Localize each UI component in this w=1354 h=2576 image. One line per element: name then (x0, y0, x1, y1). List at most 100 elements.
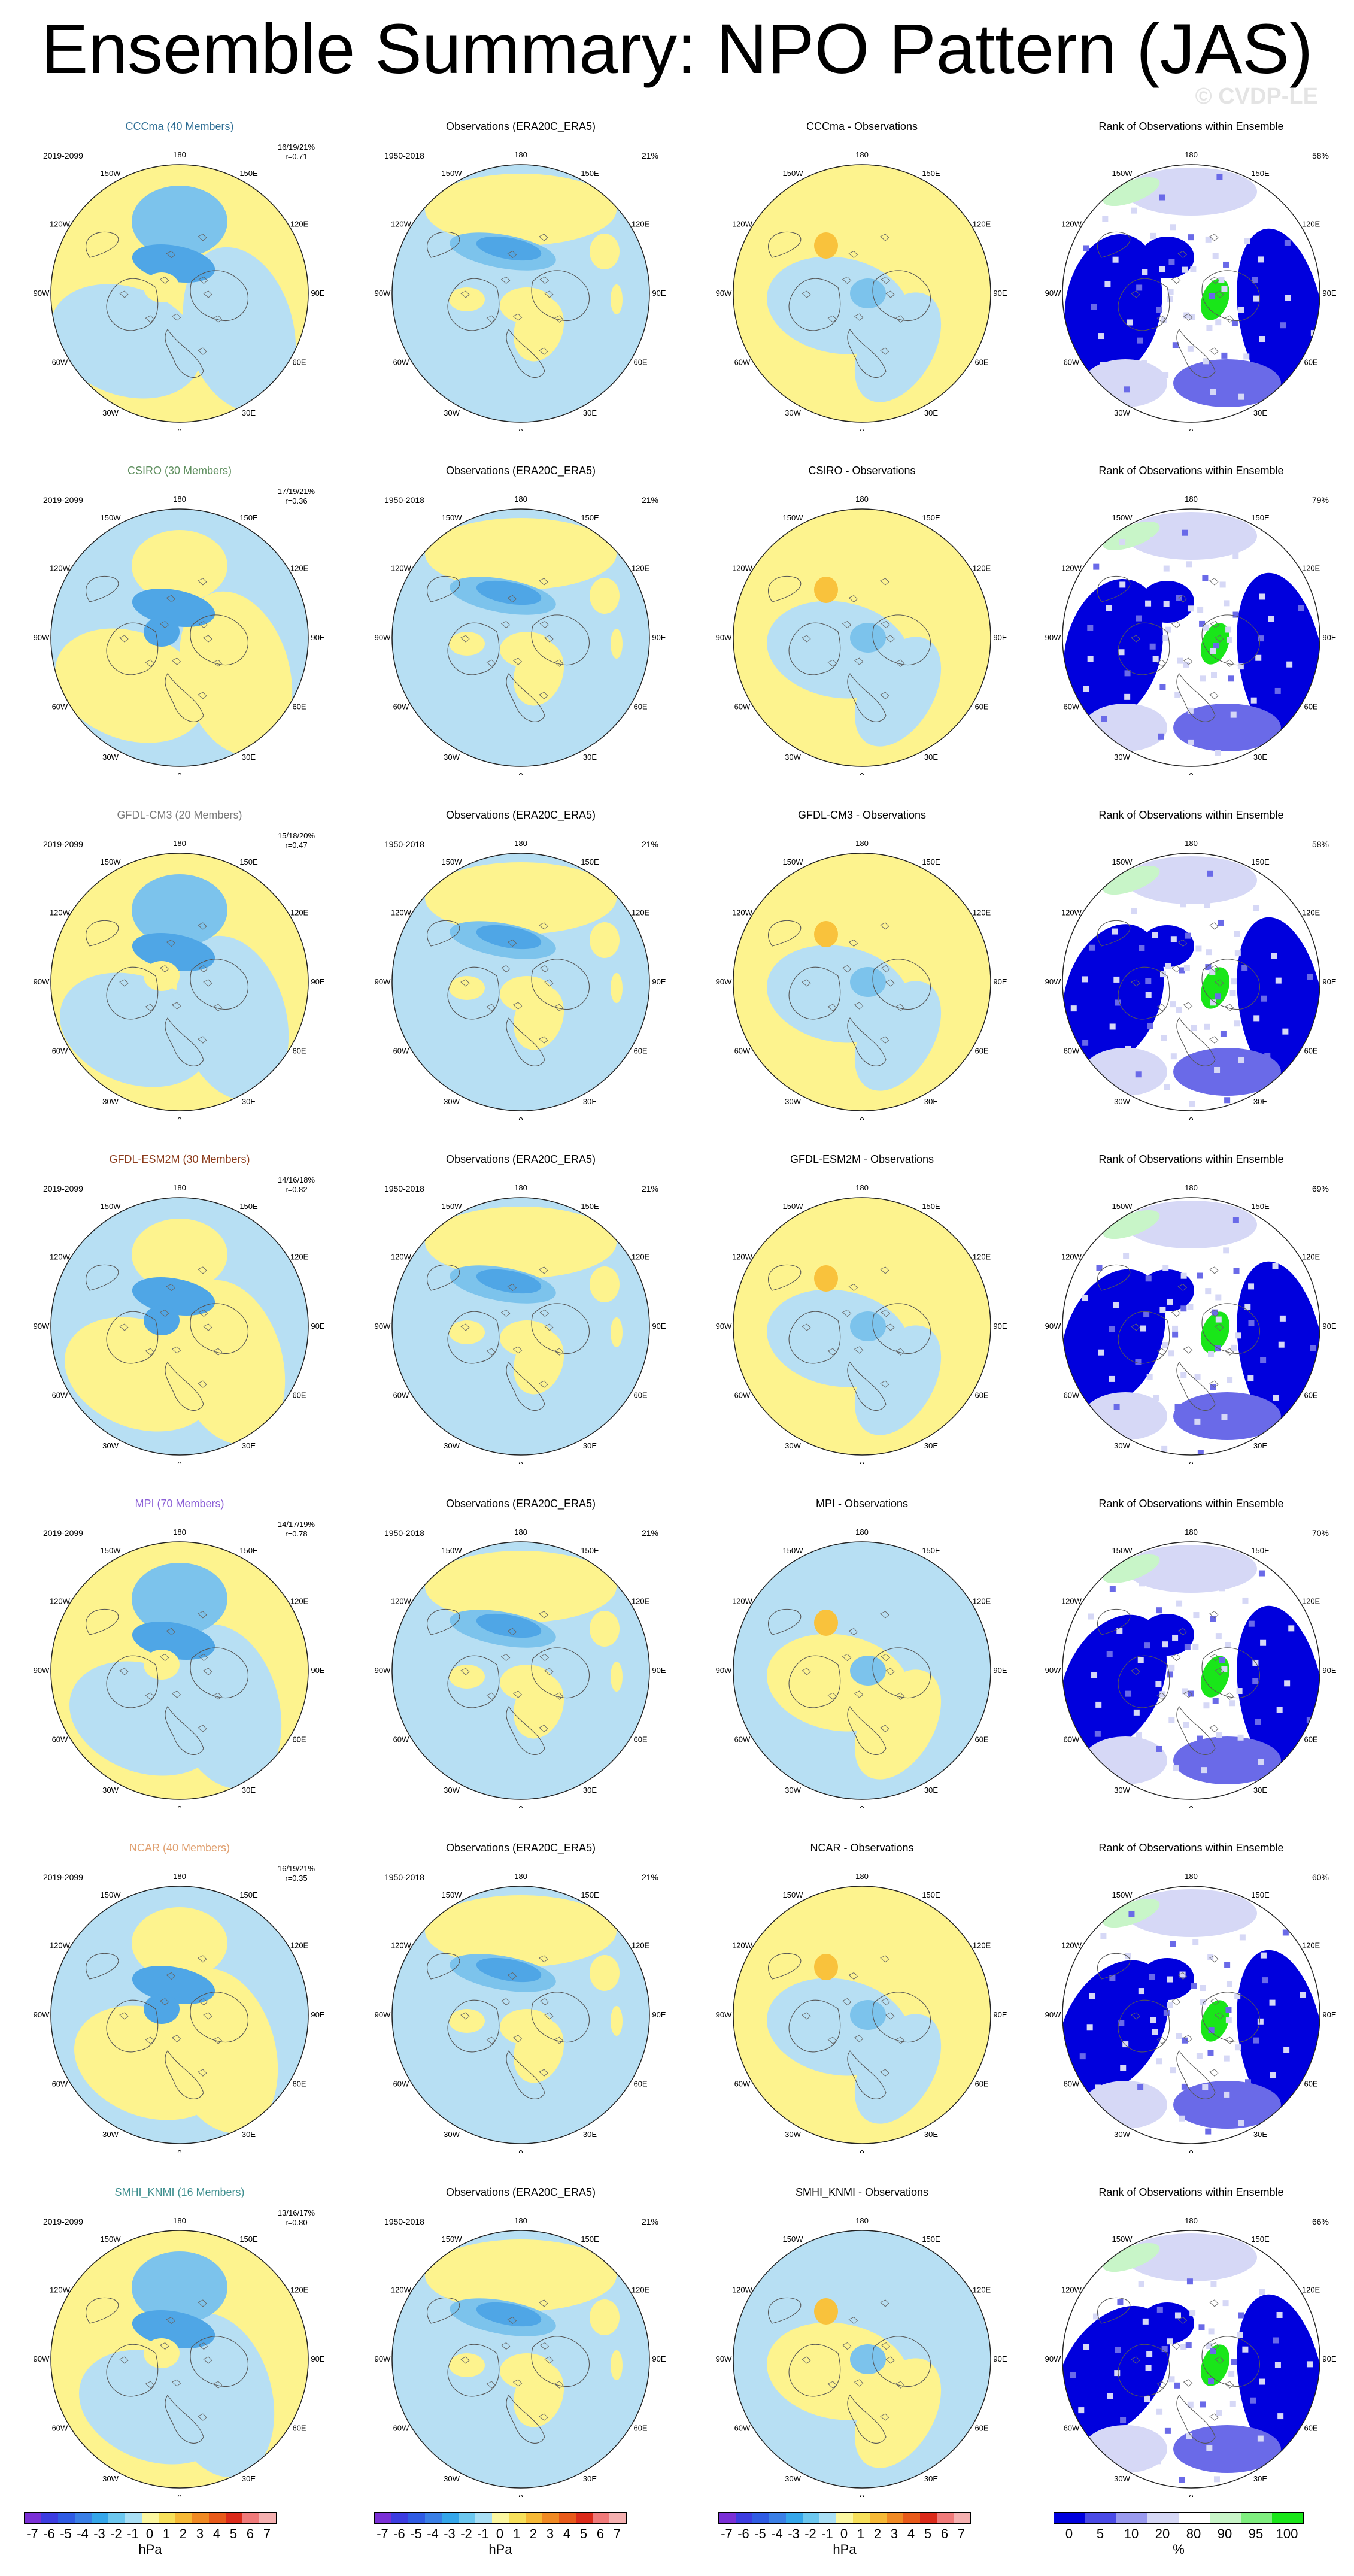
percent-variance: 58% (1312, 151, 1329, 160)
longitude-label: 30E (583, 2130, 597, 2139)
coastline (1183, 313, 1193, 321)
stats-correlation: r=0.47 (285, 841, 308, 850)
coastline (198, 620, 208, 629)
longitude-label: 30W (785, 1441, 801, 1450)
coastline (166, 595, 176, 603)
longitude-label: 120W (391, 2286, 412, 2295)
coastline (1215, 979, 1224, 987)
coastline (1131, 2356, 1140, 2364)
model-map: 180 150E 120E 90E 60E 30E 0 30W 60W 90W 120W 150W (34, 1183, 325, 1464)
coastline (447, 622, 500, 675)
panel-rank-row-3: Rank of Observations within Ensemble 58% 1… (1036, 808, 1347, 1120)
coastline (554, 1348, 564, 1356)
colorbar-hpa-obs: -7 -6 -5 -4 -3 -2 -1 0 1 2 3 4 5 6 7 hPa (374, 2512, 627, 2557)
coastline (486, 1004, 496, 1011)
coastline (1097, 231, 1131, 258)
coastline (119, 1668, 129, 1675)
colorbar-rank: 0 5 10 20 80 90 95 100% (1054, 2512, 1304, 2557)
coastline (1209, 2069, 1219, 2077)
diff-title: CCCma - Observations (806, 120, 918, 132)
colorbar-swatch (391, 2513, 408, 2523)
coastline (1118, 1655, 1170, 1708)
model-title: CCCma (40 Members) (125, 120, 234, 132)
longitude-label: 0 (1189, 2493, 1193, 2497)
longitude-label: 150E (1251, 1546, 1270, 1555)
coastline (768, 575, 802, 602)
obs-title: Observations (ERA20C_ERA5) (445, 120, 596, 132)
longitude-label: 60E (633, 1735, 647, 1744)
colorbar-swatch (593, 2513, 609, 2523)
coastline (827, 1348, 837, 1356)
longitude-label: 60W (1064, 1391, 1080, 1400)
longitude-label: 0 (860, 427, 864, 431)
longitude-label: 90W (1045, 2354, 1061, 2363)
coastline (848, 250, 858, 259)
colorbar-swatch (442, 2513, 459, 2523)
coastline (486, 1348, 496, 1356)
colorbar-tick-label: 2 (179, 2526, 187, 2541)
coastline (486, 315, 496, 323)
obs-title: Observations (ERA20C_ERA5) (445, 809, 596, 821)
coastline (1209, 1611, 1219, 1619)
longitude-label: 90E (1322, 977, 1336, 986)
coastline (1156, 1004, 1167, 1011)
longitude-label: 120E (973, 2286, 991, 2295)
coastline (539, 922, 548, 930)
coastline (198, 2413, 207, 2421)
coastline (768, 1608, 802, 1635)
colorbar-swatch (58, 2513, 75, 2523)
stats-percent: 15/18/20% (277, 831, 315, 840)
coastline (880, 1955, 889, 1963)
coastline (539, 2413, 548, 2421)
coastline (544, 1668, 554, 1675)
longitude-label: 150E (239, 1202, 258, 1211)
coastline (1118, 622, 1170, 675)
longitude-label: 90E (311, 2010, 324, 2019)
coastline (1183, 2035, 1193, 2042)
longitude-label: 150W (1112, 169, 1133, 178)
longitude-label: 90E (652, 289, 666, 298)
coastline (1215, 2356, 1224, 2364)
coastline (1177, 1972, 1188, 1980)
coastline (1176, 1362, 1216, 1411)
coastline (166, 1628, 176, 1636)
coastline (539, 578, 548, 586)
colorbar-swatch (41, 2513, 58, 2523)
longitude-label: 120E (290, 564, 309, 573)
colorbar-swatch (25, 2513, 41, 2523)
longitude-label: 180 (173, 2216, 186, 2225)
colorbar-tick-label: -2 (110, 2526, 122, 2541)
colorbar-tick-label: -2 (460, 2526, 472, 2541)
longitude-label: 150W (783, 1546, 804, 1555)
longitude-label: 30W (1114, 2130, 1130, 2139)
longitude-label: 60E (633, 2080, 647, 2089)
longitude-label: 120E (973, 1941, 991, 1950)
longitude-label: 60W (1064, 2080, 1080, 2089)
coastline (212, 1004, 223, 1011)
panel-rank-row-1: Rank of Observations within Ensemble 58% 1… (1036, 120, 1347, 431)
coastline (885, 1323, 895, 1331)
percent-variance: 21% (641, 2217, 658, 2226)
longitude-label: 150E (922, 857, 940, 866)
coastline (872, 1303, 931, 1354)
coastline (198, 922, 207, 930)
longitude-label: 60E (974, 1047, 988, 1056)
longitude-label: 120E (290, 220, 309, 229)
model-title: GFDL-ESM2M (30 Members) (109, 1153, 250, 1165)
longitude-label: 30E (1253, 408, 1267, 417)
colorbar-tick-label: -3 (788, 2526, 800, 2541)
longitude-label: 150E (1251, 513, 1270, 522)
longitude-label: 30E (1253, 1097, 1267, 1106)
coastline (500, 965, 511, 973)
coastline (1224, 659, 1234, 667)
coastline (788, 1311, 841, 1364)
coastline (1215, 1668, 1224, 1675)
longitude-label: 0 (860, 771, 864, 775)
colorbar-tick-label: -6 (737, 2526, 749, 2541)
longitude-label: 90E (993, 289, 1007, 298)
coastline (872, 959, 931, 1010)
longitude-label: 30E (583, 1441, 597, 1450)
longitude-label: 120W (1061, 564, 1082, 573)
coastline (847, 2050, 887, 2099)
colorbar-swatch (142, 2513, 159, 2523)
